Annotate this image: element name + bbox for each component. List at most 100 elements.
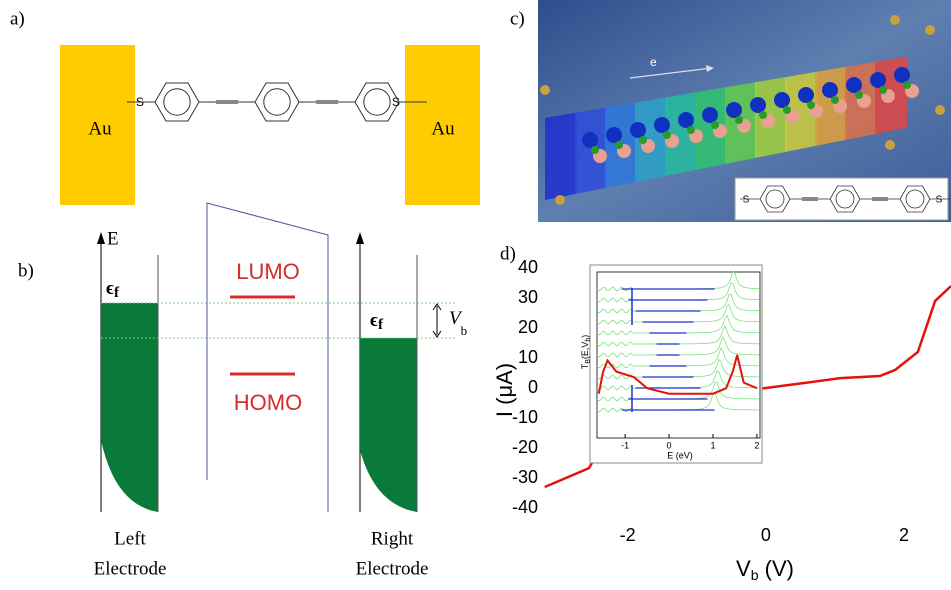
x-tick-label: 0 (667, 440, 672, 450)
gold-atom (890, 15, 900, 25)
panel-label: c) (510, 8, 525, 29)
fermi-subscript: f (378, 317, 384, 333)
x-tick-label: 0 (761, 525, 771, 545)
y-tick-label: 10 (518, 347, 538, 367)
y-label-end: ) (580, 335, 590, 338)
y-tick-label: 20 (518, 317, 538, 337)
y-label-tail: (E,V (580, 342, 590, 360)
electrode-label: Au (88, 118, 112, 139)
lumo-label: LUMO (236, 259, 300, 284)
aromatic-ring (264, 89, 290, 115)
atom (759, 111, 767, 119)
atom (855, 91, 863, 99)
panel-d: d) 403020100-10-20-30-40-202I (μA)Vb (V)… (492, 243, 951, 582)
x-axis-label: Vb (V) (736, 556, 794, 583)
panel-b: b) E LUMO HOMO ϵf ϵf Vb Left Electrode R… (18, 203, 467, 579)
atom (831, 96, 839, 104)
electrode-name: Electrode (356, 558, 429, 579)
panel-label: a) (10, 8, 25, 29)
sulfur-label: S (743, 195, 750, 206)
x-axis-label: E (eV) (667, 450, 693, 460)
fermi-label: ϵf (106, 278, 120, 301)
x-tick-label: -1 (621, 440, 629, 450)
orbital-lobe (630, 122, 646, 138)
gold-atom (935, 105, 945, 115)
figure: a) Au Au S S b) E LUMO HOMO ϵf ϵf Vb Lef… (0, 0, 951, 590)
orbital-lobe (702, 107, 718, 123)
aromatic-ring (364, 89, 390, 115)
orbital-lobe (606, 127, 622, 143)
gold-atom (925, 25, 935, 35)
x-tick-label: 1 (710, 440, 715, 450)
x-label-unit: (V) (759, 556, 794, 581)
atom (903, 81, 911, 89)
orbital-lobe (654, 117, 670, 133)
y-axis-label: I (μA) (492, 363, 517, 417)
electron-label: e (650, 55, 657, 69)
fermi-label: ϵf (370, 310, 384, 333)
atom (591, 146, 599, 154)
bias-label: Vb (449, 308, 467, 338)
x-tick-label: -2 (620, 525, 636, 545)
gold-atom (540, 85, 550, 95)
triple-bond (872, 197, 888, 201)
atom (783, 106, 791, 114)
inset-frame (590, 265, 762, 463)
x-label-subscript: b (751, 567, 759, 583)
atom (639, 136, 647, 144)
triple-bond (316, 100, 338, 104)
orbital-lobe (774, 92, 790, 108)
orbital-lobe (726, 102, 742, 118)
orbital-lobe (678, 112, 694, 128)
y-axis-label: TB(E,Vb) (580, 335, 591, 370)
atom (615, 141, 623, 149)
orbital-lobe (750, 97, 766, 113)
atom (711, 121, 719, 129)
bias-subscript: b (461, 323, 468, 338)
orbital-lobe (870, 72, 886, 88)
orbital-lobe (582, 132, 598, 148)
homo-label: HOMO (234, 390, 302, 415)
orbital-lobe (846, 77, 862, 93)
atom (807, 101, 815, 109)
fermi-symbol: ϵ (370, 310, 378, 331)
y-tick-label: -20 (512, 437, 538, 457)
triple-bond (216, 100, 238, 104)
y-tick-label: -30 (512, 467, 538, 487)
y-tick-label: 0 (528, 377, 538, 397)
atom (687, 126, 695, 134)
panel-c: c) e S S (510, 0, 951, 222)
ribbon-segment (545, 113, 577, 200)
arrow-head (97, 232, 105, 244)
atom (663, 131, 671, 139)
y-tick-label: -40 (512, 497, 538, 517)
barrier (207, 203, 328, 512)
gold-atom (885, 140, 895, 150)
electrode-name: Right (371, 528, 414, 549)
atom (879, 86, 887, 94)
electrode-name: Electrode (94, 558, 167, 579)
orbital-lobe (822, 82, 838, 98)
bias-arrow (433, 304, 441, 337)
occupied-states (101, 303, 158, 512)
atom (735, 116, 743, 124)
energy-axis-label: E (107, 228, 119, 249)
aromatic-ring (164, 89, 190, 115)
fermi-symbol: ϵ (106, 278, 114, 299)
y-tick-label: 30 (518, 287, 538, 307)
sulfur-label: S (936, 195, 943, 206)
page: a) Au Au S S b) E LUMO HOMO ϵf ϵf Vb Lef… (0, 0, 951, 590)
orbital-lobe (798, 87, 814, 103)
occupied-states (360, 338, 417, 512)
y-tick-label: 40 (518, 257, 538, 277)
electrode-name: Left (114, 528, 146, 549)
arrow-head (356, 232, 364, 244)
panel-label: b) (18, 260, 34, 281)
molecule-inset (735, 178, 948, 220)
gold-atom (555, 195, 565, 205)
molecule (127, 83, 427, 121)
x-tick-label: 2 (899, 525, 909, 545)
x-tick-label: 2 (754, 440, 759, 450)
triple-bond (802, 197, 818, 201)
electrode-label: Au (431, 118, 455, 139)
